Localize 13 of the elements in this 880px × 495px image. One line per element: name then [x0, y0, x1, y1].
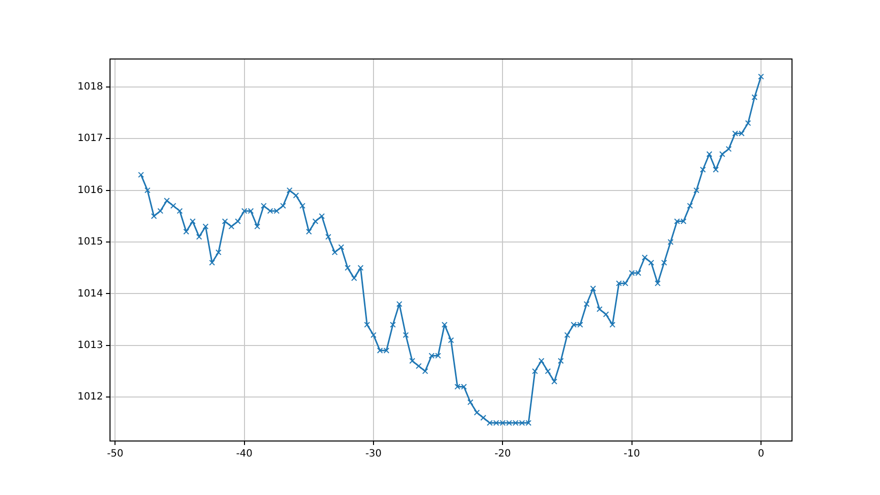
y-tick-label: 1018: [78, 82, 103, 93]
y-tick-label: 1012: [78, 392, 103, 403]
x-tick-label: -10: [624, 448, 640, 460]
y-tick-label: 1017: [78, 133, 103, 144]
x-tick-label: -50: [106, 448, 124, 460]
y-tick-label: 1014: [78, 288, 103, 300]
y-tick-label: 1015: [78, 236, 103, 248]
x-tick-label: 0: [758, 448, 764, 460]
y-tick-label: 1013: [78, 340, 103, 351]
x-tick-label: -20: [494, 448, 511, 460]
y-tick-label: 1016: [78, 184, 103, 196]
x-tick-label: -30: [365, 448, 382, 460]
x-tick-label: -40: [236, 448, 253, 460]
